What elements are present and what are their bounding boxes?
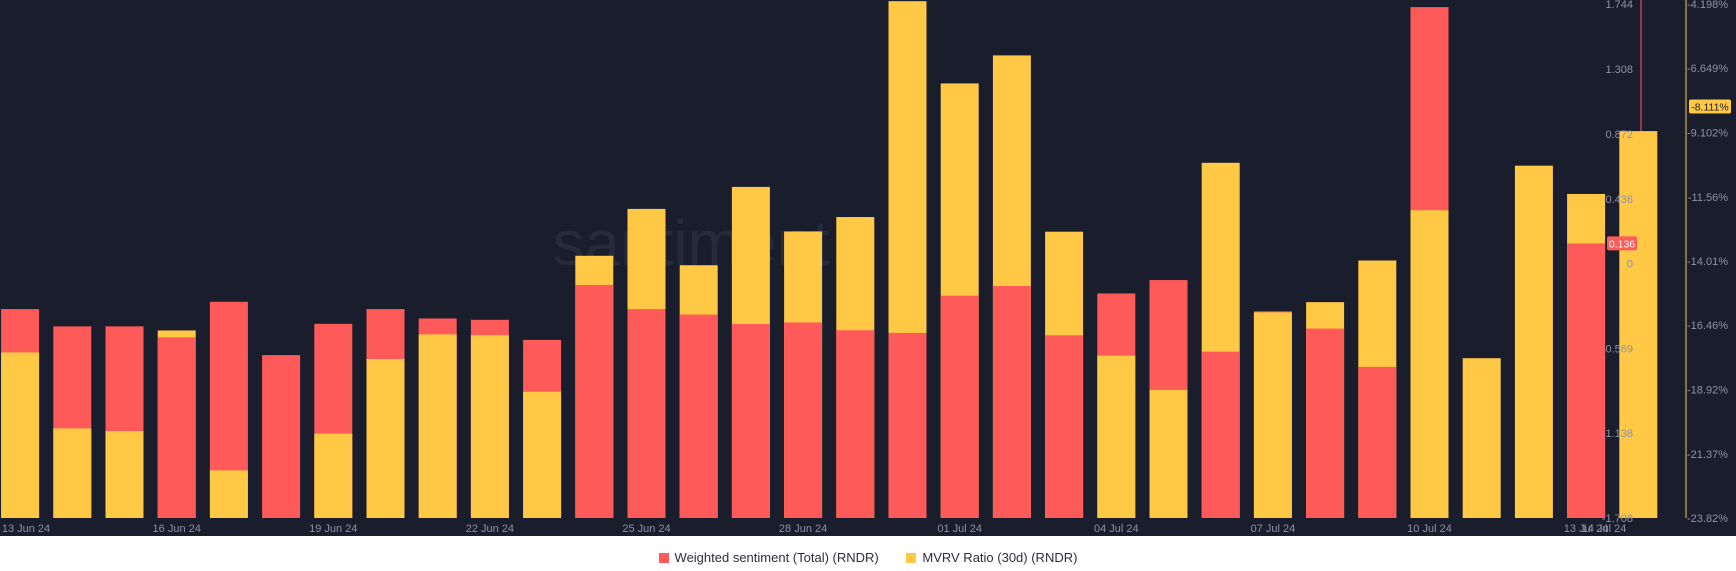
left-axis-top-label: 1.744	[1605, 0, 1633, 11]
right-axis-tick-label: -14.01%	[1687, 256, 1728, 268]
x-axis-tick-label: 28 Jun 24	[779, 523, 827, 535]
bar-weighted-sentiment	[157, 337, 196, 518]
bar-mvrv-ratio	[523, 391, 562, 518]
bar-mvrv-ratio	[1149, 389, 1188, 518]
legend-label: Weighted sentiment (Total) (RNDR)	[674, 550, 879, 565]
x-axis-tick-label: 25 Jun 24	[622, 523, 670, 535]
bar-mvrv-ratio	[53, 428, 92, 518]
bar-weighted-sentiment	[1306, 328, 1345, 518]
right-axis-top-label: -4.198%	[1687, 0, 1728, 11]
bar-mvrv-ratio	[418, 334, 457, 518]
legend-item-mvrv[interactable]: MVRV Ratio (30d) (RNDR)	[906, 550, 1077, 565]
x-axis-tick-label: 19 Jun 24	[309, 523, 357, 535]
bar-weighted-sentiment	[627, 309, 666, 518]
right-axis-tick-label: -9.102%	[1687, 127, 1728, 139]
right-axis-tick-label: -16.46%	[1687, 320, 1728, 332]
bar-mvrv-ratio	[1462, 358, 1501, 518]
bar-weighted-sentiment	[731, 323, 770, 518]
x-axis-tick-label: 13 Jul 24	[1564, 523, 1609, 535]
legend-swatch-red	[658, 552, 669, 563]
x-axis-tick-label: 14 Jul 24	[1582, 523, 1627, 535]
x-axis-tick-label: 22 Jun 24	[466, 523, 514, 535]
x-axis-tick-label: 04 Jul 24	[1094, 523, 1139, 535]
bar-weighted-sentiment	[1201, 351, 1240, 518]
x-axis-ticks: 13 Jun 24 16 Jun 24 19 Jun 24 22 Jun 24 25 J…	[2, 523, 1626, 535]
x-axis-tick-label: 16 Jun 24	[153, 523, 201, 535]
right-axis-tick-label: -11.56%	[1688, 192, 1728, 204]
bar-mvrv-ratio	[1410, 210, 1449, 518]
current-value-badges: 0.136 -8.111%	[1607, 99, 1731, 251]
value-badge-box	[1607, 236, 1637, 251]
chart-plot: santiment. 1.7441.3080.8720.4360-0.569-1…	[0, 0, 1736, 536]
legend: Weighted sentiment (Total) (RNDR) MVRV R…	[0, 550, 1736, 566]
bar-mvrv-ratio	[1514, 165, 1553, 518]
bar-weighted-sentiment	[1045, 335, 1084, 518]
legend-swatch-yellow	[906, 552, 917, 563]
bar-mvrv-ratio	[366, 358, 405, 518]
bar-weighted-sentiment	[940, 295, 979, 518]
bar-mvrv-ratio	[209, 470, 248, 518]
bar-weighted-sentiment	[262, 355, 301, 518]
left-axis-tick-label: 0.872	[1605, 129, 1633, 141]
right-axis-tick-label: -18.92%	[1687, 385, 1728, 397]
left-axis-ticks: 1.744 1.308 0.872 0.436 0 -0.569 -1.138 -1.708	[1602, 0, 1633, 525]
value-badge-label: -8.111%	[1691, 102, 1729, 114]
bar-weighted-sentiment	[679, 314, 718, 518]
bar-weighted-sentiment	[784, 322, 823, 518]
bar-weighted-sentiment	[992, 286, 1031, 518]
left-axis-tick-label: -1.138	[1602, 428, 1633, 440]
right-axis-tick-label: -6.649%	[1687, 63, 1728, 75]
value-badge-label: 0.136	[1609, 238, 1635, 250]
left-axis-tick-label: 0.436	[1605, 194, 1633, 206]
bar-mvrv-ratio	[1253, 312, 1292, 518]
left-axis-tick-label: 1.308	[1605, 64, 1633, 76]
bar-weighted-sentiment	[575, 284, 614, 518]
left-axis-tick-label: 0	[1627, 259, 1633, 271]
left-axis-tick-label: -0.569	[1602, 343, 1633, 355]
right-axis-tick-label: -21.37%	[1687, 449, 1728, 461]
bar-mvrv-ratio	[105, 431, 144, 518]
bar-mvrv-ratio	[1097, 355, 1136, 518]
bars-group	[1, 1, 1658, 519]
right-axis-ticks: -4.198% -6.649% -9.102% -11.56% -14.01% -16.4…	[1687, 0, 1728, 525]
x-axis-tick-label: 01 Jul 24	[937, 523, 982, 535]
x-axis-tick-label: 07 Jul 24	[1251, 523, 1296, 535]
bar-mvrv-ratio	[314, 433, 353, 518]
legend-item-sentiment[interactable]: Weighted sentiment (Total) (RNDR)	[658, 550, 879, 565]
bar-weighted-sentiment	[836, 330, 875, 518]
bar-mvrv-ratio	[470, 335, 509, 518]
x-axis-tick-label: 10 Jul 24	[1407, 523, 1452, 535]
right-axis-tick-label: -23.82%	[1687, 513, 1728, 525]
legend-label: MVRV Ratio (30d) (RNDR)	[922, 550, 1078, 565]
value-badge-box	[1689, 99, 1731, 114]
x-axis-tick-label: 13 Jun 24	[2, 523, 50, 535]
left-axis-tick-label: -1.708	[1602, 513, 1633, 525]
bar-mvrv-ratio	[1, 352, 40, 518]
bar-weighted-sentiment	[1358, 366, 1397, 518]
bar-weighted-sentiment	[888, 332, 927, 518]
bar-weighted-sentiment	[1567, 243, 1606, 518]
bar-mvrv-ratio	[1619, 131, 1658, 518]
